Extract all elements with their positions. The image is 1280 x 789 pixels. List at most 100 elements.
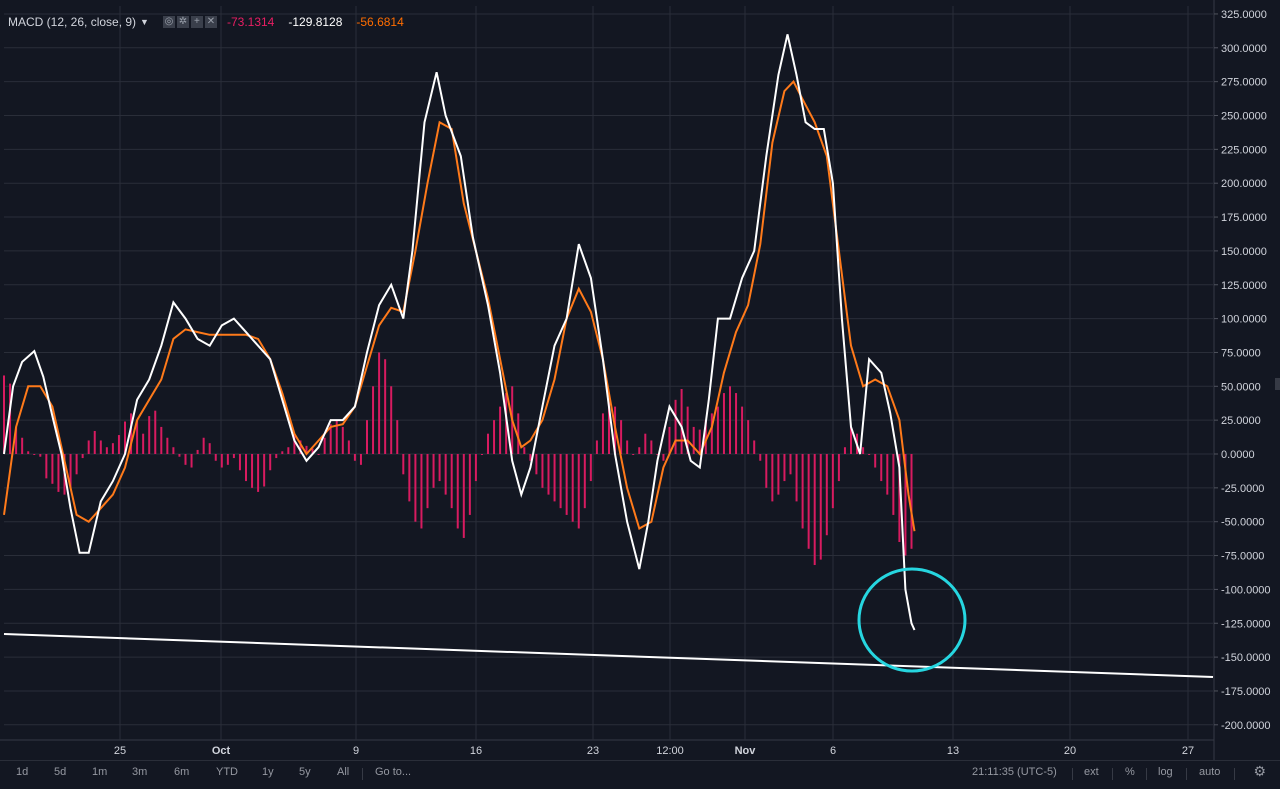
format-icon[interactable]: ◎	[162, 16, 175, 28]
histogram-bar	[238, 454, 241, 471]
histogram-bar	[868, 454, 871, 455]
histogram-bar	[190, 454, 193, 468]
histogram-bar	[172, 447, 175, 454]
histogram-bar	[620, 420, 623, 454]
histogram-bar	[759, 454, 762, 461]
y-tick-label: -125.0000	[1221, 618, 1271, 630]
timeframe-1y[interactable]: 1y	[262, 766, 274, 778]
histogram-bar	[160, 426, 163, 454]
histogram-bar	[662, 454, 665, 461]
timeframe-5y[interactable]: 5y	[299, 766, 311, 778]
histogram-bar	[39, 454, 42, 457]
timeframe-5d[interactable]: 5d	[54, 766, 67, 778]
histogram-bar	[142, 433, 145, 454]
timeframe-ytd[interactable]: YTD	[216, 766, 238, 778]
gear-icon[interactable]: ⚙	[1253, 763, 1266, 779]
timeframe-all[interactable]: All	[337, 766, 350, 778]
y-tick-label: -25.0000	[1221, 483, 1264, 495]
histogram-bar	[698, 429, 701, 454]
x-tick-label: 13	[947, 745, 959, 757]
histogram-bar	[559, 454, 562, 509]
histogram-bar	[487, 433, 489, 454]
percent-toggle[interactable]: %	[1125, 766, 1135, 778]
goto-button[interactable]: Go to...	[375, 766, 412, 778]
histogram-bar	[523, 447, 526, 454]
histogram-bar	[474, 454, 477, 482]
histogram-bar	[372, 386, 375, 454]
histogram-bar	[148, 416, 151, 454]
histogram-bar	[608, 402, 610, 454]
y-tick-label: -150.0000	[1221, 652, 1271, 664]
histogram-bar	[130, 413, 133, 454]
histogram-bar	[735, 393, 738, 454]
x-tick-label: Nov	[735, 745, 757, 757]
histogram-bar	[408, 454, 411, 502]
histogram-bar	[729, 386, 731, 454]
histogram-bar	[81, 454, 84, 459]
macd-line	[3, 34, 916, 631]
y-tick-label: -175.0000	[1221, 686, 1271, 698]
x-tick-label: 9	[353, 745, 359, 757]
close-icon[interactable]: ✕	[204, 16, 217, 28]
histogram-bar	[668, 426, 671, 454]
timeframe-6m[interactable]: 6m	[174, 766, 190, 778]
histogram-bar	[771, 454, 774, 502]
timeframe-3m[interactable]: 3m	[132, 766, 148, 778]
y-tick-label: 75.0000	[1221, 347, 1261, 359]
legend-value-signal: -56.6814	[356, 15, 404, 29]
y-tick-label: 100.0000	[1221, 314, 1267, 326]
toolbar-divider	[1072, 768, 1073, 780]
histogram-series	[3, 352, 913, 566]
chevron-down-icon[interactable]: ▼	[140, 17, 149, 27]
x-tick-label: 25	[114, 745, 126, 757]
histogram-bar	[910, 454, 913, 549]
y-tick-label: 300.0000	[1221, 43, 1267, 55]
histogram-bar	[9, 383, 12, 454]
histogram-bar	[565, 454, 568, 515]
histogram-bar	[136, 420, 139, 454]
histogram-bar	[347, 440, 350, 454]
x-axis: 25 Oct 9 16 23 12:00 Nov 6 13 20 27	[114, 745, 1194, 757]
indicator-title[interactable]: MACD (12, 26, close, 9)	[8, 15, 137, 29]
y-tick-label: 50.0000	[1221, 381, 1261, 393]
histogram-bar	[51, 454, 54, 484]
x-tick-label: 27	[1182, 745, 1194, 757]
timeframe-1d[interactable]: 1d	[16, 766, 29, 778]
histogram-bar	[722, 393, 725, 454]
histogram-bar	[196, 449, 199, 454]
histogram-bar	[765, 454, 768, 488]
histogram-bar	[595, 440, 598, 454]
log-toggle[interactable]: log	[1158, 766, 1173, 778]
histogram-bar	[589, 454, 592, 482]
timeframe-1m[interactable]: 1m	[92, 766, 108, 778]
toolbar-divider	[1146, 768, 1147, 780]
histogram-bar	[843, 447, 846, 454]
y-axis: 325.0000 300.0000 275.0000 250.0000 225.0000…	[1214, 9, 1271, 732]
ext-toggle[interactable]: ext	[1084, 766, 1099, 778]
clock[interactable]: 21:11:35 (UTC-5)	[972, 766, 1057, 778]
histogram-bar	[214, 454, 217, 461]
macd-chart[interactable]: 325.0000300.0000275.0000250.0000225.0000…	[0, 0, 1280, 760]
histogram-bar	[499, 406, 502, 454]
add-icon[interactable]: +	[190, 16, 203, 28]
histogram-bar	[202, 437, 205, 454]
histogram-bar	[111, 443, 114, 454]
settings-icon[interactable]: ✲	[176, 16, 189, 28]
plot-background	[0, 0, 1280, 760]
toolbar-divider	[1234, 768, 1235, 780]
histogram-bar	[245, 454, 247, 482]
histogram-bar	[444, 454, 447, 495]
histogram-bar	[493, 420, 496, 454]
histogram-bar	[117, 435, 120, 454]
histogram-bar	[632, 454, 635, 455]
y-tick-label: 325.0000	[1221, 9, 1267, 21]
histogram-bar	[601, 413, 604, 454]
histogram-bar	[105, 447, 108, 454]
auto-toggle[interactable]: auto	[1199, 766, 1221, 778]
scroll-handle[interactable]	[1275, 378, 1280, 390]
histogram-bar	[287, 447, 290, 454]
histogram-bar	[27, 451, 30, 454]
x-tick-label: 12:00	[656, 745, 684, 757]
y-tick-label: 0.0000	[1221, 449, 1255, 461]
histogram-bar	[99, 440, 102, 454]
